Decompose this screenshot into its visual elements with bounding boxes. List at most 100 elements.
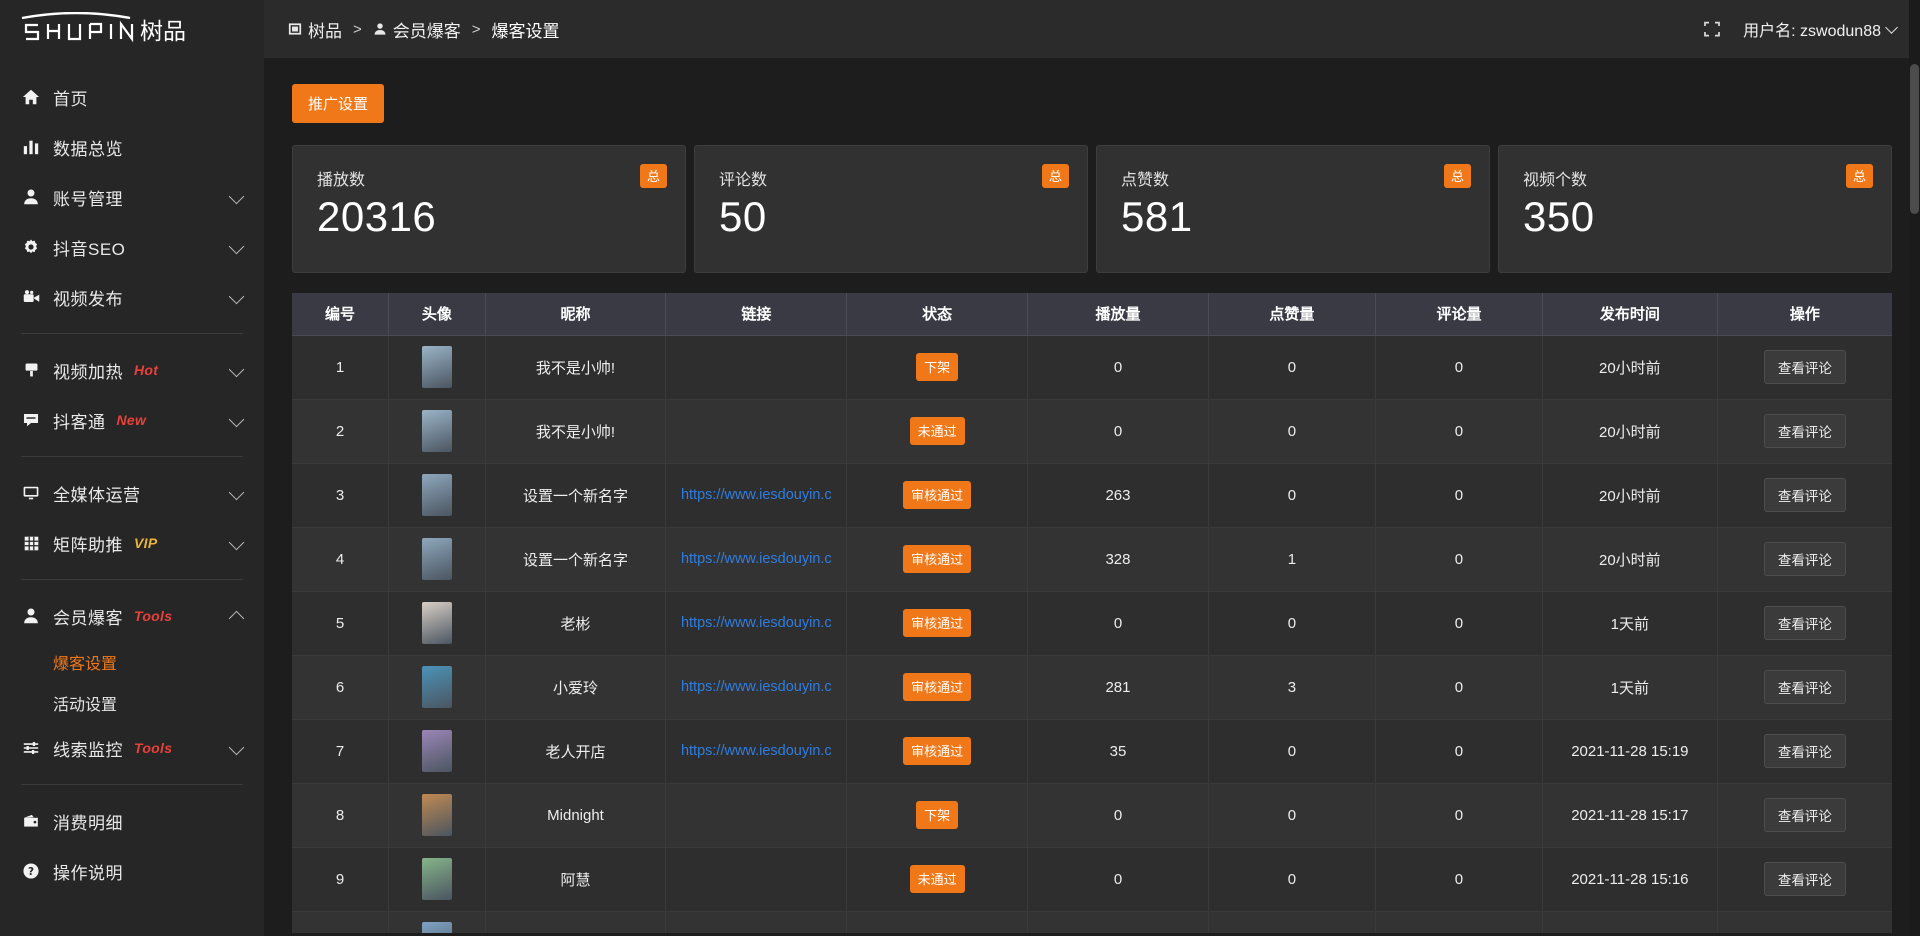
breadcrumb-item-shupin[interactable]: 树品 <box>288 17 342 42</box>
video-table-scroll[interactable]: 编号 头像 昵称 链接 状态 播放量 点赞量 评论量 发布时间 操作 1 我不是小 <box>292 293 1892 933</box>
chevron-up-icon <box>228 610 245 627</box>
status-badge: 总 <box>1041 164 1069 188</box>
sidebar-item-label: 抖音SEO <box>53 239 126 259</box>
video-link[interactable]: https://www.iesdouyin.c <box>680 743 832 759</box>
sidebar-item-member-boost[interactable]: 会员爆客 Tools <box>0 591 264 641</box>
table-row: 7 老人开店 https://www.iesdouyin.c 审核通过 35 0 0 2021… <box>292 719 1892 784</box>
expand-icon[interactable] <box>1703 20 1721 38</box>
cell-id: 10 <box>292 911 390 933</box>
sidebar-subitem-activity-settings[interactable]: 活动设置 <box>0 682 264 723</box>
table-row: 1 我不是小帅! 下架 0 0 0 20小时前 查看评论 <box>292 335 1892 400</box>
cell-avatar <box>388 591 486 656</box>
content-area: 推广设置 播放数 20316 总 评论数 50 总 点赞数 581 总 <box>264 58 1920 936</box>
view-comments-button[interactable]: 查看评论 <box>1763 606 1846 640</box>
avatar <box>421 474 452 516</box>
cell-plays: 281 <box>1027 655 1209 720</box>
sidebar-item-account-manage[interactable]: 账号管理 <box>0 172 264 222</box>
col-header-plays: 播放量 <box>1027 293 1209 336</box>
sidebar-item-label: 抖客通 <box>53 412 106 432</box>
breadcrumb-item-member-boost[interactable]: 会员爆客 <box>373 17 461 42</box>
view-comments-button[interactable]: 查看评论 <box>1763 478 1846 512</box>
sidebar-item-label: 首页 <box>53 89 88 109</box>
sidebar-item-instructions[interactable]: ? 操作说明 <box>0 846 264 896</box>
video-table-body: 1 我不是小帅! 下架 0 0 0 20小时前 查看评论 2 我不是小帅! 未通过 0 0 0 20小时前查… <box>292 335 1892 933</box>
stat-card-value: 350 <box>1523 193 1595 240</box>
badge-vip: VIP <box>134 535 158 551</box>
status-badge: 总 <box>1443 164 1471 188</box>
cell-link[interactable]: https://www.iesdouyin.c <box>665 463 848 528</box>
sidebar-item-video-boost[interactable]: 视频加热 Hot <box>0 345 264 395</box>
video-table-head: 编号 头像 昵称 链接 状态 播放量 点赞量 评论量 发布时间 操作 <box>292 293 1892 336</box>
cell-avatar <box>388 719 486 784</box>
user-menu[interactable]: 用户名: zswodun88 <box>1743 17 1898 41</box>
cell-link[interactable]: https://www.iesdouyin.c <box>665 527 848 592</box>
cell-comments: 0 <box>1375 591 1544 656</box>
sidebar-item-consumption-detail[interactable]: 消费明细 <box>0 796 264 846</box>
col-header-status: 状态 <box>846 293 1029 336</box>
view-comments-button[interactable]: 查看评论 <box>1763 734 1846 768</box>
cell-avatar <box>388 335 486 400</box>
cell-link[interactable]: https://www.iesdouyin.c <box>665 719 848 784</box>
sidebar-item-video-publish[interactable]: 视频发布 <box>0 272 264 322</box>
cell-link[interactable]: https://www.iesdouyin.c <box>665 591 848 656</box>
video-link[interactable]: https://www.iesdouyin.c <box>680 487 832 503</box>
stat-card-title: 视频个数 <box>1523 172 1588 189</box>
cell-nickname: 设置一个新名字 <box>485 527 667 592</box>
cell-comments: 0 <box>1375 335 1544 400</box>
cell-status: 下架 <box>846 335 1029 400</box>
table-row: 3 设置一个新名字 https://www.iesdouyin.c 审核通过 263 0 0… <box>292 463 1892 528</box>
cell-likes: 0 <box>1208 463 1376 528</box>
cell-plays: 0 <box>1027 847 1209 912</box>
avatar <box>421 922 452 933</box>
avatar <box>421 858 452 900</box>
view-comments-button[interactable]: 查看评论 <box>1763 350 1846 384</box>
status-badge: 未通过 <box>909 865 965 893</box>
status-badge: 未通过 <box>909 417 965 445</box>
sidebar-item-lead-monitor[interactable]: 线索监控 Tools <box>0 723 264 773</box>
view-comments-button[interactable]: 查看评论 <box>1763 862 1846 896</box>
sidebar-item-home[interactable]: 首页 <box>0 72 264 122</box>
status-badge: 审核通过 <box>903 609 972 637</box>
view-comments-button[interactable]: 查看评论 <box>1763 798 1846 832</box>
stat-card-value: 20316 <box>317 193 437 240</box>
sidebar-subitem-baoke-settings[interactable]: 爆客设置 <box>0 641 264 682</box>
badge-new: New <box>116 412 147 428</box>
cell-nickname: 我不是小帅! <box>485 399 667 464</box>
user-name-label: 用户名: zswodun88 <box>1743 23 1881 40</box>
grid-icon <box>21 533 41 553</box>
page-scrollbar[interactable] <box>1909 0 1920 936</box>
sidebar-item-omni-media[interactable]: 全媒体运营 <box>0 468 264 518</box>
view-comments-button[interactable]: 查看评论 <box>1763 414 1846 448</box>
col-header-actions: 操作 <box>1717 293 1892 336</box>
page-scrollbar-thumb[interactable] <box>1910 64 1919 214</box>
cell-plays: 328 <box>1027 527 1209 592</box>
cell-link[interactable]: https://www.iesdouyin.c <box>665 655 848 720</box>
cell-likes: 0 <box>1208 591 1376 656</box>
avatar <box>421 666 452 708</box>
sidebar-item-label: 会员爆客 <box>53 608 123 628</box>
sidebar-item-doukeotong[interactable]: 抖客通 New <box>0 395 264 445</box>
promotion-settings-button[interactable]: 推广设置 <box>292 84 385 123</box>
video-link[interactable]: https://www.iesdouyin.c <box>680 615 832 631</box>
video-link[interactable]: https://www.iesdouyin.c <box>680 551 832 567</box>
cell-avatar <box>388 911 486 933</box>
col-header-publish-time: 发布时间 <box>1542 293 1718 336</box>
avatar <box>421 410 452 452</box>
stat-card-value: 50 <box>719 193 767 240</box>
stat-card-title: 播放数 <box>317 172 366 189</box>
sidebar-item-matrix-boost[interactable]: 矩阵助推 VIP <box>0 518 264 568</box>
video-link[interactable]: https://www.iesdouyin.c <box>680 679 832 695</box>
sidebar-divider <box>21 333 243 334</box>
cell-actions: 查看评论 <box>1717 527 1892 592</box>
stat-card-comments: 评论数 50 总 <box>694 145 1088 273</box>
cell-actions: 查看评论 <box>1717 591 1892 656</box>
sidebar-item-data-overview[interactable]: 数据总览 <box>0 122 264 172</box>
brand-logo[interactable]: 树品 <box>0 0 264 58</box>
cell-actions: 查看评论 <box>1717 463 1892 528</box>
sidebar-item-douyin-seo[interactable]: 抖音SEO <box>0 222 264 272</box>
cell-status <box>846 911 1029 933</box>
avatar <box>421 730 452 772</box>
view-comments-button[interactable]: 查看评论 <box>1763 542 1846 576</box>
view-comments-button[interactable]: 查看评论 <box>1763 670 1846 704</box>
cell-comments: 0 <box>1375 655 1544 720</box>
